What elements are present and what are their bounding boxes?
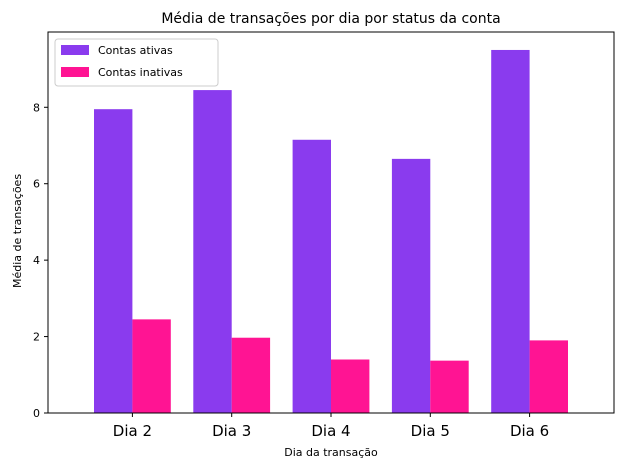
x-tick-label: Dia 6: [510, 422, 549, 440]
x-tick-label: Dia 2: [113, 422, 152, 440]
x-tick-label: Dia 4: [311, 422, 350, 440]
bar-active-dia-4: [292, 139, 331, 413]
legend-frame: [54, 38, 219, 87]
bar-inactive-dia-4: [331, 359, 370, 413]
legend-label-active: Contas ativas: [98, 44, 173, 57]
legend-label-inactive: Contas inativas: [98, 66, 183, 79]
bar-active-dia-2: [94, 109, 133, 413]
chart-title: Média de transações por dia por status d…: [161, 11, 500, 27]
bar-active-dia-6: [491, 49, 530, 414]
bar-inactive-dia-5: [430, 360, 469, 413]
x-tick-label: Dia 3: [212, 422, 251, 440]
bar-active-dia-5: [391, 158, 431, 413]
y-axis-ticks: 0 2 4 6 8: [33, 101, 48, 420]
bar-active-dia-3: [193, 90, 232, 413]
bar-inactive-dia-6: [529, 340, 568, 413]
bars-group: [94, 49, 568, 414]
x-axis-label: Dia da transação: [284, 446, 378, 459]
y-tick-label: 4: [33, 254, 40, 267]
y-axis-label: Média de transações: [11, 174, 24, 288]
x-axis-ticks: Dia 2 Dia 3 Dia 4 Dia 5 Dia 6: [113, 413, 549, 440]
y-tick-label: 6: [33, 178, 40, 191]
x-tick-label: Dia 5: [411, 422, 450, 440]
y-tick-label: 0: [33, 407, 40, 420]
legend-swatch-inactive: [61, 67, 89, 77]
legend: Contas ativas Contas inativas: [54, 38, 219, 87]
y-tick-label: 8: [33, 101, 40, 114]
legend-swatch-active: [61, 45, 89, 55]
y-tick-label: 2: [33, 331, 40, 344]
bar-inactive-dia-3: [231, 337, 271, 413]
bar-inactive-dia-2: [132, 319, 171, 413]
